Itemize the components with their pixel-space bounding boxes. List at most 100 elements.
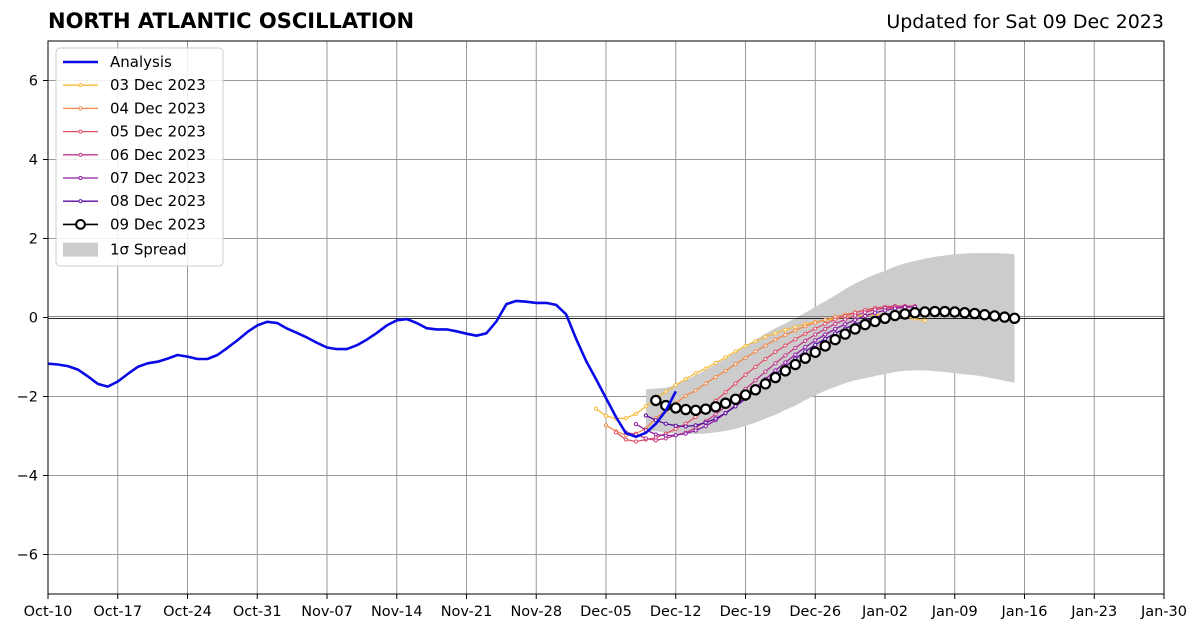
point-f09-11	[759, 378, 772, 390]
point-f05-1	[623, 437, 629, 442]
point-f09-25	[899, 308, 911, 320]
point-f04-13	[733, 362, 738, 367]
point-f09-17	[819, 340, 831, 352]
point-f05-0	[613, 430, 619, 435]
point-f05-15	[763, 356, 768, 362]
point-f09-24	[889, 309, 901, 322]
point-f09-10	[749, 384, 762, 396]
point-f09-15	[799, 352, 811, 364]
point-f08-0	[643, 413, 648, 418]
point-f04-22	[823, 317, 828, 322]
point-f09-9	[739, 389, 752, 401]
legend-marker-2	[78, 106, 83, 111]
point-f05-16	[773, 349, 778, 354]
point-f07-14	[773, 368, 778, 373]
point-f08-18	[823, 336, 828, 341]
point-f07-5	[683, 431, 688, 436]
x-tick-label-1: Oct-17	[93, 604, 142, 620]
y-tick-label-5: 4	[29, 153, 38, 169]
y-tick-label-0: −6	[17, 548, 38, 564]
legend: Analysis 03 Dec 2023 04 Dec 2023 05 Dec 202…	[55, 47, 224, 267]
y-tick-label-1: −4	[17, 469, 38, 485]
point-f03-9	[683, 377, 688, 382]
point-f05-13	[743, 372, 748, 377]
point-f05-14	[753, 364, 758, 369]
point-f03-1	[603, 413, 609, 418]
forecast-series	[593, 303, 1021, 444]
legend-item-2: 04 Dec 2023	[63, 99, 206, 117]
x-tick-label-9: Dec-12	[650, 604, 702, 620]
legend-marker-3	[78, 129, 83, 134]
point-f09-8	[729, 393, 742, 405]
point-f05-21	[823, 321, 828, 326]
point-f03-20	[793, 324, 798, 330]
point-f09-34	[988, 310, 1001, 322]
x-tick-label-7: Nov-28	[510, 604, 562, 620]
point-f09-35	[998, 311, 1011, 323]
point-f07-15	[783, 360, 788, 365]
point-f09-5	[699, 403, 712, 415]
point-f09-32	[968, 307, 981, 320]
point-f03-10	[693, 371, 698, 376]
point-f07-16	[793, 352, 798, 357]
point-f03-11	[703, 366, 708, 371]
x-tick-label-8: Dec-05	[580, 604, 632, 620]
point-f03-15	[743, 343, 748, 349]
point-f08-8	[723, 410, 728, 416]
point-f09-19	[839, 328, 851, 340]
point-f06-17	[793, 345, 798, 351]
point-f06-22	[843, 317, 848, 322]
point-f09-2	[670, 402, 682, 414]
point-f04-14	[743, 355, 748, 360]
point-f09-3	[680, 403, 692, 416]
point-f03-5	[643, 404, 648, 409]
point-f05-2	[633, 439, 638, 444]
y-tick-label-3: 0	[29, 311, 38, 327]
point-f07-20	[833, 326, 838, 332]
point-f04-8	[683, 393, 688, 398]
point-f09-26	[909, 307, 921, 319]
point-f04-0	[603, 423, 609, 428]
point-f05-22	[833, 317, 838, 322]
series-f09	[650, 305, 1021, 417]
x-tick-label-5: Nov-14	[371, 604, 423, 620]
point-f04-20	[803, 324, 808, 329]
point-f06-15	[773, 361, 778, 366]
point-f04-12	[723, 368, 728, 373]
legend-item-6: 08 Dec 2023	[63, 192, 206, 210]
point-f03-19	[783, 327, 788, 332]
legend-item-0: Analysis	[63, 53, 172, 71]
chart-title: NORTH ATLANTIC OSCILLATION	[48, 9, 415, 33]
legend-label-4: 06 Dec 2023	[110, 146, 206, 164]
y-tick-label-2: −2	[17, 390, 38, 406]
legend-label-8: 1σ Spread	[110, 241, 187, 259]
legend-marker-7	[75, 219, 86, 230]
point-f03-14	[733, 349, 738, 354]
point-f04-16	[763, 343, 768, 348]
x-tick-label-3: Oct-31	[233, 604, 282, 620]
y-axis: −6 −4 −2 0 2 4 6	[17, 74, 48, 564]
point-f06-9	[713, 412, 718, 417]
point-f05-11	[723, 390, 728, 395]
y-tick-label-4: 2	[29, 232, 38, 248]
legend-label-7: 09 Dec 2023	[110, 215, 206, 233]
point-f03-13	[723, 355, 728, 360]
point-f07-7	[703, 424, 708, 429]
legend-item-1: 03 Dec 2023	[63, 76, 206, 94]
point-f03-16	[753, 339, 758, 344]
legend-label-1: 03 Dec 2023	[110, 76, 206, 94]
point-f09-23	[879, 312, 891, 324]
x-tick-label-10: Dec-19	[720, 604, 772, 620]
point-f07-6	[693, 428, 698, 433]
point-f09-36	[1008, 312, 1021, 324]
point-f03-17	[763, 334, 768, 339]
point-f08-17	[813, 342, 818, 347]
legend-marker-1	[78, 83, 83, 88]
legend-swatch-8	[63, 242, 98, 257]
point-f06-24	[862, 310, 868, 315]
point-f08-7	[713, 416, 718, 421]
point-f07-25	[882, 308, 888, 313]
point-f03-3	[623, 416, 629, 421]
point-f04-17	[773, 337, 778, 342]
